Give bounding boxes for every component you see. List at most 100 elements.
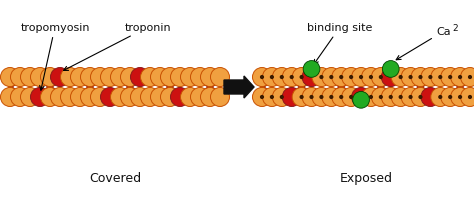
Circle shape <box>282 88 301 107</box>
Circle shape <box>302 68 321 87</box>
Circle shape <box>409 76 413 80</box>
Circle shape <box>409 95 413 100</box>
Circle shape <box>448 95 452 100</box>
Circle shape <box>0 68 19 87</box>
Circle shape <box>61 68 80 87</box>
Circle shape <box>263 68 282 87</box>
Circle shape <box>399 76 403 80</box>
Circle shape <box>458 76 462 80</box>
Circle shape <box>181 68 200 87</box>
Circle shape <box>260 76 264 80</box>
Circle shape <box>30 88 49 107</box>
Circle shape <box>352 68 371 87</box>
Circle shape <box>383 61 399 78</box>
Circle shape <box>263 88 282 107</box>
Circle shape <box>300 95 304 100</box>
Circle shape <box>253 88 272 107</box>
Circle shape <box>71 68 90 87</box>
Text: binding site: binding site <box>307 23 373 65</box>
Circle shape <box>171 88 190 107</box>
Circle shape <box>270 76 274 80</box>
Circle shape <box>349 76 353 80</box>
Circle shape <box>448 76 452 80</box>
FancyArrow shape <box>224 77 254 99</box>
Circle shape <box>272 68 292 87</box>
Circle shape <box>270 95 274 100</box>
Circle shape <box>161 88 180 107</box>
Circle shape <box>379 95 383 100</box>
Circle shape <box>441 68 460 87</box>
Text: Exposed: Exposed <box>339 172 392 185</box>
Circle shape <box>300 76 304 80</box>
Circle shape <box>290 76 294 80</box>
Circle shape <box>419 95 422 100</box>
Circle shape <box>130 68 149 87</box>
Circle shape <box>438 76 442 80</box>
Circle shape <box>352 88 371 107</box>
Circle shape <box>210 68 229 87</box>
Circle shape <box>431 88 450 107</box>
Circle shape <box>401 88 420 107</box>
Circle shape <box>292 68 311 87</box>
Circle shape <box>468 76 472 80</box>
Circle shape <box>280 76 284 80</box>
Circle shape <box>362 88 381 107</box>
Circle shape <box>201 68 219 87</box>
Circle shape <box>342 88 361 107</box>
Text: tropomyosin: tropomyosin <box>20 23 90 91</box>
Circle shape <box>272 88 292 107</box>
Circle shape <box>201 88 219 107</box>
Circle shape <box>362 68 381 87</box>
Circle shape <box>20 88 39 107</box>
Circle shape <box>329 95 333 100</box>
Circle shape <box>319 95 324 100</box>
Circle shape <box>71 88 90 107</box>
Circle shape <box>461 88 474 107</box>
Circle shape <box>381 68 400 87</box>
Circle shape <box>91 68 109 87</box>
Circle shape <box>411 88 430 107</box>
Circle shape <box>20 68 39 87</box>
Circle shape <box>458 95 462 100</box>
Circle shape <box>371 88 391 107</box>
Circle shape <box>140 68 159 87</box>
Circle shape <box>468 95 472 100</box>
Circle shape <box>379 76 383 80</box>
Circle shape <box>191 88 210 107</box>
Circle shape <box>191 68 210 87</box>
Circle shape <box>130 88 149 107</box>
Circle shape <box>110 88 129 107</box>
Circle shape <box>391 68 410 87</box>
Circle shape <box>40 88 60 107</box>
Circle shape <box>282 68 301 87</box>
Circle shape <box>120 88 139 107</box>
Circle shape <box>339 76 343 80</box>
Circle shape <box>428 76 432 80</box>
Text: 2: 2 <box>452 24 457 33</box>
Circle shape <box>322 88 341 107</box>
Circle shape <box>151 88 170 107</box>
Circle shape <box>369 95 373 100</box>
Circle shape <box>81 88 100 107</box>
Circle shape <box>411 68 430 87</box>
Text: Ca: Ca <box>396 27 451 60</box>
Circle shape <box>438 95 442 100</box>
Circle shape <box>329 76 333 80</box>
Circle shape <box>401 68 420 87</box>
Circle shape <box>431 68 450 87</box>
Circle shape <box>161 68 180 87</box>
Circle shape <box>319 76 324 80</box>
Circle shape <box>421 68 440 87</box>
Circle shape <box>260 95 264 100</box>
Circle shape <box>81 68 100 87</box>
Circle shape <box>110 68 129 87</box>
Circle shape <box>210 88 229 107</box>
Circle shape <box>120 68 139 87</box>
Circle shape <box>100 68 119 87</box>
Circle shape <box>451 88 470 107</box>
Circle shape <box>359 76 363 80</box>
Circle shape <box>171 68 190 87</box>
Circle shape <box>391 88 410 107</box>
Circle shape <box>369 76 373 80</box>
Circle shape <box>421 88 440 107</box>
